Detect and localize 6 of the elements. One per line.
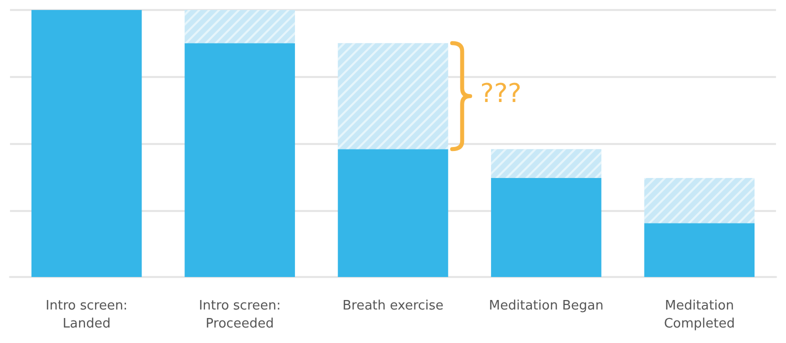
x-tick-label: Intro screen: Landed xyxy=(46,298,128,332)
x-tick-label: Meditation Completed xyxy=(664,298,735,332)
x-tick-label: Breath exercise xyxy=(342,298,444,314)
x-tick-label: Meditation Began xyxy=(488,298,604,314)
annotation: ??? xyxy=(480,79,522,110)
x-tick-label: Intro screen: Proceeded xyxy=(198,298,281,332)
